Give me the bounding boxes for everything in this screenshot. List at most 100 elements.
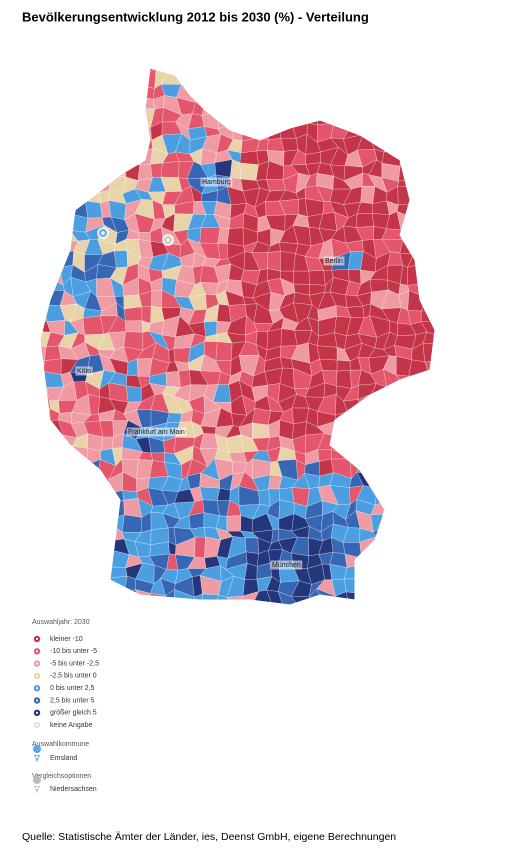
district[interactable] (110, 135, 131, 152)
district[interactable] (284, 604, 298, 617)
district[interactable] (114, 81, 129, 101)
district[interactable] (108, 120, 131, 143)
district[interactable] (329, 58, 352, 76)
district[interactable] (87, 433, 104, 451)
legend-label[interactable]: größer gleich 5 (50, 710, 97, 717)
district[interactable] (45, 121, 62, 139)
district[interactable] (373, 56, 387, 77)
district[interactable] (420, 263, 438, 285)
legend-swatch-center[interactable] (35, 687, 39, 690)
district[interactable] (59, 459, 74, 480)
district[interactable] (56, 488, 75, 500)
district[interactable] (411, 381, 427, 402)
district[interactable] (437, 228, 453, 241)
district[interactable] (420, 320, 442, 336)
district[interactable] (420, 252, 437, 273)
district[interactable] (424, 123, 441, 137)
district[interactable] (45, 109, 62, 127)
district[interactable] (89, 57, 101, 78)
district[interactable] (36, 266, 50, 280)
district[interactable] (99, 540, 112, 553)
district[interactable] (71, 136, 92, 156)
district[interactable] (360, 609, 373, 619)
district[interactable] (356, 461, 377, 474)
district[interactable] (47, 166, 62, 180)
district[interactable] (74, 538, 89, 555)
district[interactable] (422, 550, 438, 572)
district[interactable] (84, 540, 105, 555)
district[interactable] (395, 557, 417, 570)
district[interactable] (47, 225, 64, 242)
district[interactable] (411, 551, 429, 570)
district[interactable] (433, 343, 455, 362)
district[interactable] (123, 294, 143, 310)
district[interactable] (60, 121, 76, 142)
district[interactable] (387, 475, 402, 491)
district[interactable] (335, 70, 347, 90)
district[interactable] (31, 485, 49, 505)
district[interactable] (420, 565, 438, 582)
district[interactable] (82, 96, 102, 114)
district[interactable] (332, 96, 346, 117)
district[interactable] (398, 134, 416, 154)
district[interactable] (434, 541, 453, 558)
district[interactable] (386, 487, 402, 502)
district[interactable] (226, 515, 242, 532)
legend-swatch-center[interactable] (35, 674, 39, 678)
district[interactable] (407, 510, 424, 530)
district[interactable] (72, 459, 90, 477)
district[interactable] (382, 538, 402, 559)
district[interactable] (114, 149, 125, 165)
legend-label[interactable]: kleiner -10 (50, 636, 83, 643)
district[interactable] (355, 445, 376, 466)
district[interactable] (232, 58, 243, 77)
district[interactable] (359, 592, 374, 608)
district[interactable] (99, 607, 113, 620)
district[interactable] (267, 250, 281, 272)
district[interactable] (113, 250, 128, 268)
district[interactable] (241, 122, 261, 141)
district[interactable] (410, 81, 425, 103)
district[interactable] (422, 462, 442, 476)
district[interactable] (424, 108, 441, 130)
district[interactable] (201, 95, 221, 116)
district[interactable] (199, 486, 221, 501)
district[interactable] (252, 408, 271, 426)
district[interactable] (76, 553, 89, 565)
district[interactable] (36, 579, 51, 592)
district[interactable] (400, 463, 416, 481)
district[interactable] (72, 95, 86, 117)
district[interactable] (421, 133, 440, 155)
district[interactable] (70, 486, 89, 506)
district[interactable] (398, 165, 417, 182)
district[interactable] (342, 113, 357, 127)
district[interactable] (369, 82, 390, 99)
district[interactable] (420, 308, 442, 322)
district[interactable] (433, 513, 455, 530)
district[interactable] (438, 280, 451, 291)
district[interactable] (358, 69, 375, 86)
district[interactable] (279, 70, 298, 91)
district[interactable] (84, 523, 103, 543)
district[interactable] (56, 525, 76, 545)
district[interactable] (240, 113, 260, 130)
district[interactable] (37, 524, 50, 546)
district[interactable] (188, 71, 209, 88)
district[interactable] (420, 163, 439, 174)
district[interactable] (239, 150, 259, 166)
district[interactable] (400, 229, 417, 240)
district[interactable] (319, 60, 338, 76)
district[interactable] (381, 433, 404, 450)
district[interactable] (369, 562, 389, 584)
district[interactable] (70, 174, 92, 195)
district[interactable] (437, 317, 453, 336)
district[interactable] (397, 475, 416, 490)
district[interactable] (50, 135, 63, 155)
district[interactable] (407, 133, 426, 155)
district[interactable] (142, 126, 152, 141)
district[interactable] (421, 524, 435, 543)
district[interactable] (206, 82, 215, 97)
district[interactable] (86, 459, 101, 477)
district[interactable] (387, 592, 398, 610)
district[interactable] (56, 553, 79, 571)
